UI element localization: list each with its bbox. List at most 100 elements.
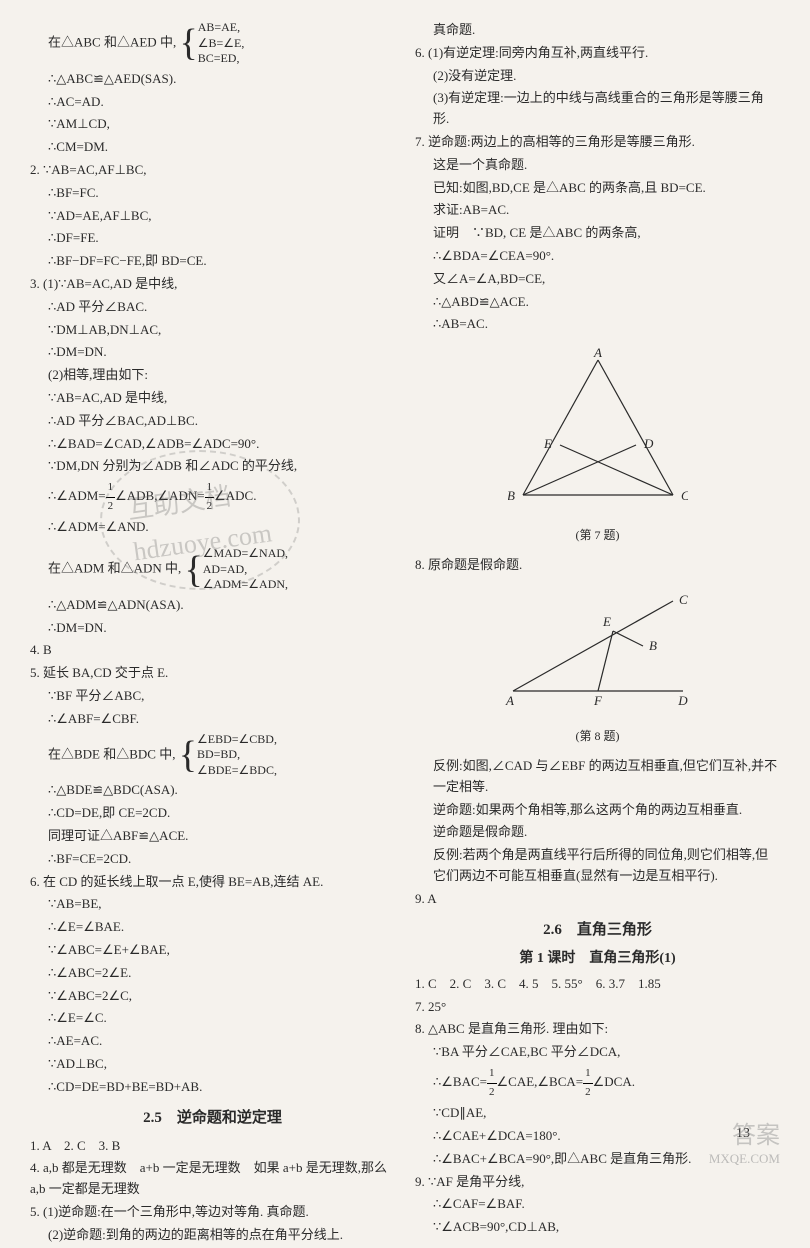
page-content: 在△ABC 和△AED 中, { AB=AE, ∠B=∠E, BC=ED, ∴△… <box>30 20 780 1248</box>
intro-text: 在△ABC 和△AED 中, <box>48 34 176 49</box>
text-line: 已知:如图,BD,CE 是△ABC 的两条高,且 BD=CE. <box>415 178 780 199</box>
diagram-caption: (第 7 题) <box>415 526 780 545</box>
text-line: ∴DM=DN. <box>30 618 395 639</box>
text-line: 又∠A=∠A,BD=CE, <box>415 269 780 290</box>
svg-text:E: E <box>543 436 552 451</box>
text-pre: ∴∠BAC= <box>433 1074 487 1089</box>
text-line: (3)有逆定理:一边上的中线与高线重合的三角形是等腰三角形. <box>415 88 780 130</box>
brace-line: ∠B=∠E, <box>198 36 245 50</box>
text-line: ∴∠BAC=12∠CAE,∠BCA=12∠DCA. <box>415 1065 780 1101</box>
text-line: ∵AD=AE,AF⊥BC, <box>30 206 395 227</box>
text-line: ∴∠CAF=∠BAF. <box>415 1194 780 1215</box>
fraction: 12 <box>583 1065 593 1101</box>
brace-icon: { <box>185 551 203 589</box>
text-line: ∵DM⊥AB,DN⊥AC, <box>30 320 395 341</box>
text-line: ∴∠ADM=12∠ADB,∠ADN=12∠ADC. <box>30 479 395 515</box>
text-line: 1. A 2. C 3. B <box>30 1136 395 1157</box>
brace-content: ∠EBD=∠CBD, BD=BD, ∠BDE=∠BDC, <box>197 732 277 779</box>
text-line: ∴∠E=∠C. <box>30 1008 395 1029</box>
text-line: 在△ABC 和△AED 中, { AB=AE, ∠B=∠E, BC=ED, <box>30 20 395 67</box>
text-line: ∴∠E=∠BAE. <box>30 917 395 938</box>
text-line: 证明 ∵BD, CE 是△ABC 的两条高, <box>415 223 780 244</box>
brace-content: ∠MAD=∠NAD, AD=AD, ∠ADM=∠ADN, <box>203 546 288 593</box>
text-line: ∵CD∥AE, <box>415 1103 780 1124</box>
text-line: ∴DF=FE. <box>30 228 395 249</box>
text-line: (2)逆命题:到角的两边的距离相等的点在角平分线上. <box>30 1225 395 1246</box>
text-line: ∴∠CAE+∠DCA=180°. <box>415 1126 780 1147</box>
text-line: ∵AB=AC,AD 是中线, <box>30 388 395 409</box>
svg-text:F: F <box>593 693 603 708</box>
text-line: 5. 延长 BA,CD 交于点 E. <box>30 663 395 684</box>
brace-line: AD=AD, <box>203 562 247 576</box>
brace-group: { ∠MAD=∠NAD, AD=AD, ∠ADM=∠ADN, <box>185 546 289 593</box>
text-line: 真命题. <box>415 20 780 41</box>
text-line: 8. 原命题是假命题. <box>415 555 780 576</box>
brace-line: ∠MAD=∠NAD, <box>203 546 288 560</box>
section-title: 2.6 直角三角形 <box>415 918 780 942</box>
text-line: 1. C 2. C 3. C 4. 5 5. 55° 6. 3.7 1.85 <box>415 974 780 995</box>
fraction: 12 <box>205 479 215 515</box>
svg-text:B: B <box>508 488 515 503</box>
text-line: ∵AD⊥BC, <box>30 1054 395 1075</box>
svg-text:B: B <box>649 638 657 653</box>
intro-text: 在△BDE 和△BDC 中, <box>48 746 175 761</box>
text-line: 7. 逆命题:两边上的高相等的三角形是等腰三角形. <box>415 132 780 153</box>
text-line: ∵BA 平分∠CAE,BC 平分∠DCA, <box>415 1042 780 1063</box>
diagram-7: ABCED (第 7 题) <box>415 345 780 545</box>
text-line: 4. a,b 都是无理数 a+b 一定是无理数 如果 a+b 是无理数,那么 a… <box>30 1158 395 1200</box>
text-line: ∵AM⊥CD, <box>30 114 395 135</box>
text-line: ∴AE=AC. <box>30 1031 395 1052</box>
brace-line: AB=AE, <box>198 20 240 34</box>
text-line: ∴BF=FC. <box>30 183 395 204</box>
brace-group: { ∠EBD=∠CBD, BD=BD, ∠BDE=∠BDC, <box>179 732 277 779</box>
bottom-url: MXQE.COM <box>709 1149 780 1170</box>
text-line: 在△ADM 和△ADN 中, { ∠MAD=∠NAD, AD=AD, ∠ADM=… <box>30 546 395 593</box>
text-line: ∴AB=AC. <box>415 314 780 335</box>
text-line: 反例:若两个角是两直线平行后所得的同位角,则它们相等,但它们两边不可能互相垂直(… <box>415 845 780 887</box>
text-line: ∴BF−DF=FC−FE,即 BD=CE. <box>30 251 395 272</box>
text-line: ∴∠BDA=∠CEA=90°. <box>415 246 780 267</box>
text-line: ∴∠ABF=∠CBF. <box>30 709 395 730</box>
text-line: 这是一个真命题. <box>415 155 780 176</box>
svg-text:D: D <box>643 436 654 451</box>
text-line: ∴∠BAD=∠CAD,∠ADB=∠ADC=90°. <box>30 434 395 455</box>
svg-text:A: A <box>593 345 602 360</box>
section-title: 2.5 逆命题和逆定理 <box>30 1106 395 1130</box>
text-pre: ∴∠ADM= <box>48 488 106 503</box>
text-line: 2. ∵AB=AC,AF⊥BC, <box>30 160 395 181</box>
angle-diagram: AFDCEB <box>498 586 698 716</box>
text-line: 反例:如图,∠CAD 与∠EBF 的两边互相垂直,但它们互补,并不一定相等. <box>415 756 780 798</box>
text-line: 4. B <box>30 640 395 661</box>
text-line: ∴CD=DE=BD+BE=BD+AB. <box>30 1077 395 1098</box>
text-line: ∴△BDE≌△BDC(ASA). <box>30 780 395 801</box>
text-line: ∴AC=AD. <box>30 92 395 113</box>
brace-group: { AB=AE, ∠B=∠E, BC=ED, <box>179 20 244 67</box>
text-line: ∵DM,DN 分别为∠ADB 和∠ADC 的平分线, <box>30 456 395 477</box>
svg-text:D: D <box>677 693 688 708</box>
text-line: 6. 在 CD 的延长线上取一点 E,使得 BE=AB,连结 AE. <box>30 872 395 893</box>
text-line: ∴CD=DE,即 CE=2CD. <box>30 803 395 824</box>
text-line: 7. 25° <box>415 997 780 1018</box>
text-mid: ∠CAE,∠BCA= <box>497 1074 584 1089</box>
text-post: ∠ADC. <box>214 488 256 503</box>
brace-line: BC=ED, <box>198 51 240 65</box>
brace-line: ∠ADM=∠ADN, <box>203 577 288 591</box>
triangle-diagram: ABCED <box>508 345 688 515</box>
brace-line: ∠BDE=∠BDC, <box>197 763 277 777</box>
text-line: 逆命题是假命题. <box>415 822 780 843</box>
text-line: 在△BDE 和△BDC 中, { ∠EBD=∠CBD, BD=BD, ∠BDE=… <box>30 732 395 779</box>
svg-text:A: A <box>505 693 514 708</box>
text-line: ∴∠ABC=2∠E. <box>30 963 395 984</box>
text-line: ∴AD 平分∠BAC,AD⊥BC. <box>30 411 395 432</box>
text-line: ∴△ABD≌△ACE. <box>415 292 780 313</box>
fraction: 12 <box>487 1065 497 1101</box>
text-line: ∵AB=BE, <box>30 894 395 915</box>
right-column: 真命题. 6. (1)有逆定理:同旁内角互补,两直线平行. (2)没有逆定理. … <box>415 20 780 1248</box>
text-line: 3. (1)∵AB=AC,AD 是中线, <box>30 274 395 295</box>
text-line: ∴∠ADM=∠AND. <box>30 517 395 538</box>
text-line: ∵∠ABC=2∠C, <box>30 986 395 1007</box>
text-line: ∴CM=DM. <box>30 137 395 158</box>
left-column: 在△ABC 和△AED 中, { AB=AE, ∠B=∠E, BC=ED, ∴△… <box>30 20 395 1248</box>
brace-icon: { <box>179 24 197 62</box>
text-line: ∵∠ABC=∠E+∠BAE, <box>30 940 395 961</box>
